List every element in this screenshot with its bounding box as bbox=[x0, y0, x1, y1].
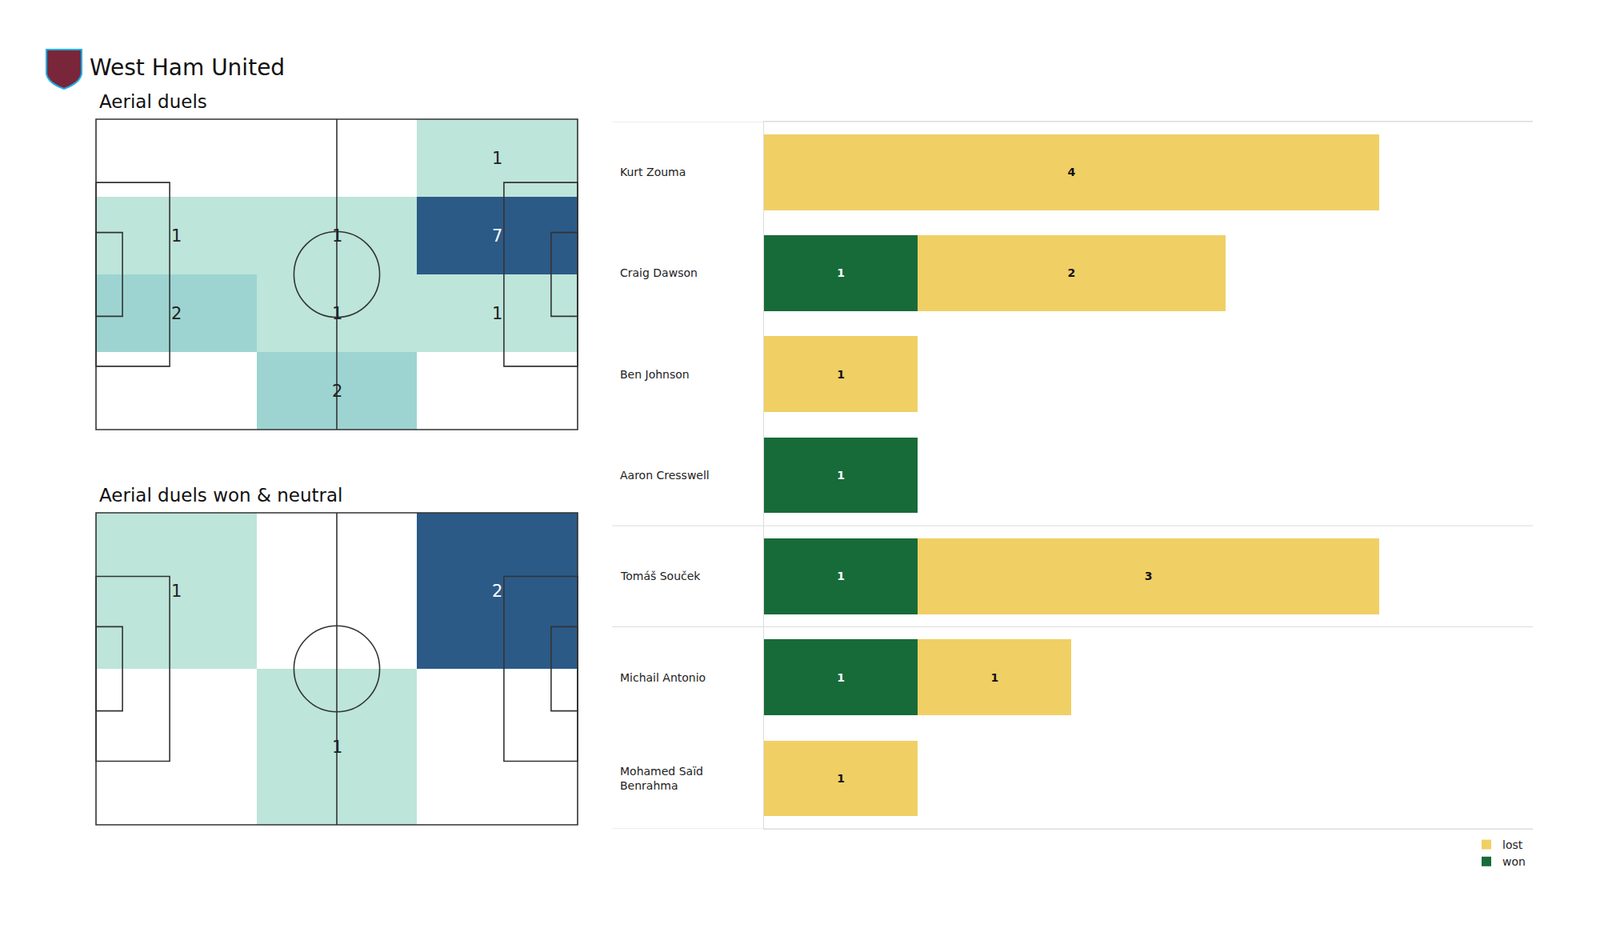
svg-text:1: 1 bbox=[990, 671, 999, 684]
svg-text:1: 1 bbox=[836, 368, 845, 381]
svg-text:1: 1 bbox=[332, 737, 343, 757]
svg-text:Michail Antonio: Michail Antonio bbox=[620, 671, 706, 684]
svg-text:2: 2 bbox=[492, 581, 503, 601]
svg-text:Aaron Cresswell: Aaron Cresswell bbox=[620, 468, 710, 482]
svg-text:1: 1 bbox=[836, 569, 845, 583]
svg-text:2: 2 bbox=[332, 381, 343, 401]
svg-text:1: 1 bbox=[332, 304, 343, 324]
svg-text:lost: lost bbox=[1502, 838, 1524, 852]
svg-text:Craig Dawson: Craig Dawson bbox=[620, 266, 698, 280]
svg-text:1: 1 bbox=[836, 671, 845, 684]
svg-text:1: 1 bbox=[332, 226, 343, 246]
svg-text:1: 1 bbox=[171, 581, 182, 601]
svg-text:Aerial duels: Aerial duels bbox=[99, 91, 208, 112]
svg-text:1: 1 bbox=[492, 304, 503, 324]
svg-text:Mohamed SaïdBenrahma: Mohamed SaïdBenrahma bbox=[620, 764, 704, 792]
svg-text:Tomáš Souček: Tomáš Souček bbox=[620, 569, 701, 583]
svg-text:Ben Johnson: Ben Johnson bbox=[620, 368, 690, 381]
svg-text:1: 1 bbox=[836, 772, 845, 785]
svg-text:won: won bbox=[1502, 855, 1526, 868]
svg-text:7: 7 bbox=[492, 226, 503, 246]
svg-text:1: 1 bbox=[836, 468, 845, 482]
svg-text:2: 2 bbox=[171, 304, 182, 324]
svg-text:1: 1 bbox=[836, 266, 845, 280]
svg-text:2: 2 bbox=[1068, 266, 1076, 280]
svg-text:4: 4 bbox=[1067, 165, 1076, 179]
svg-text:West Ham United: West Ham United bbox=[89, 54, 285, 81]
svg-text:1: 1 bbox=[492, 148, 503, 168]
svg-text:3: 3 bbox=[1144, 569, 1153, 583]
svg-text:1: 1 bbox=[171, 226, 182, 246]
svg-text:Aerial duels won & neutral: Aerial duels won & neutral bbox=[99, 484, 343, 506]
svg-text:Kurt Zouma: Kurt Zouma bbox=[620, 165, 686, 179]
